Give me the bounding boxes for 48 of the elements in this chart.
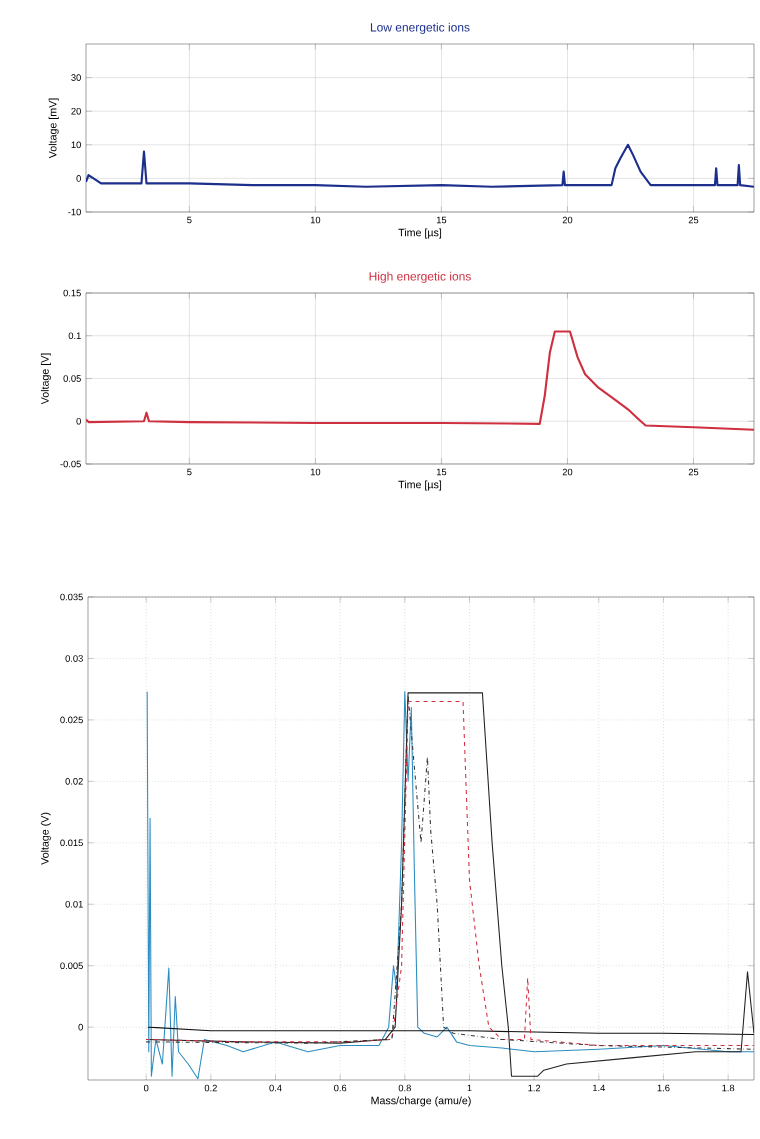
x-tick-label: 0: [143, 1084, 149, 1092]
y-tick-label: 30: [71, 74, 81, 81]
y-tick-label: 0.005: [60, 962, 83, 969]
y-tick-label: 0.05: [63, 375, 81, 382]
y-tick-label: 0.01: [65, 900, 83, 908]
x-tick-label: 1.8: [722, 1084, 735, 1092]
y-tick-label: 0.035: [60, 593, 83, 601]
y-axis-title: Voltage [V]: [40, 353, 51, 405]
y-tick-label: 0.015: [60, 839, 83, 847]
x-tick-label: 15: [436, 216, 447, 224]
chart-title: High energetic ions: [369, 271, 471, 283]
x-tick-label: 0.8: [398, 1084, 411, 1092]
y-axis-title: Voltage [mV]: [48, 98, 59, 159]
x-tick-label: 10: [310, 468, 321, 476]
x-tick-label: 25: [688, 468, 699, 476]
y-tick-label: 10: [71, 141, 81, 149]
y-tick-label: 20: [71, 107, 81, 115]
x-axis-title: Time [µs]: [398, 480, 442, 491]
y-tick-label: 0: [76, 175, 81, 182]
x-tick-label: 20: [562, 468, 573, 476]
x-tick-label: 20: [562, 216, 573, 224]
x-tick-label: 10: [310, 216, 321, 224]
x-tick-label: 5: [187, 468, 192, 476]
y-tick-label: 0.15: [63, 289, 81, 297]
x-tick-label: 1.2: [528, 1084, 541, 1092]
x-tick-label: 0.6: [334, 1084, 347, 1092]
x-tick-label: 1: [467, 1084, 472, 1092]
x-tick-label: 0.2: [204, 1084, 217, 1092]
y-tick-label: 0.02: [65, 778, 83, 785]
x-axis-title: Mass/charge (amu/e): [371, 1096, 471, 1107]
x-axis-title: Time [µs]: [398, 228, 442, 239]
x-tick-label: 25: [688, 216, 699, 224]
y-tick-label: 0.1: [68, 332, 81, 340]
y-tick-label: 0: [76, 417, 81, 425]
x-tick-label: 5: [187, 216, 192, 224]
y-tick-label: 0.03: [65, 655, 83, 662]
y-tick-label: 0.025: [60, 716, 83, 724]
x-tick-label: 1.4: [593, 1084, 606, 1092]
y-axis-title: Voltage (V): [40, 812, 51, 865]
chart-title: Low energetic ions: [370, 22, 470, 34]
x-tick-label: 15: [436, 468, 447, 476]
line-series: [86, 143, 754, 188]
y-tick-label: -10: [68, 208, 81, 216]
y-tick-label: 0: [78, 1023, 83, 1031]
line-series: [86, 330, 754, 431]
x-tick-label: 0.4: [269, 1084, 282, 1092]
y-tick-label: -0.05: [60, 460, 81, 468]
x-tick-label: 1.6: [657, 1084, 670, 1092]
